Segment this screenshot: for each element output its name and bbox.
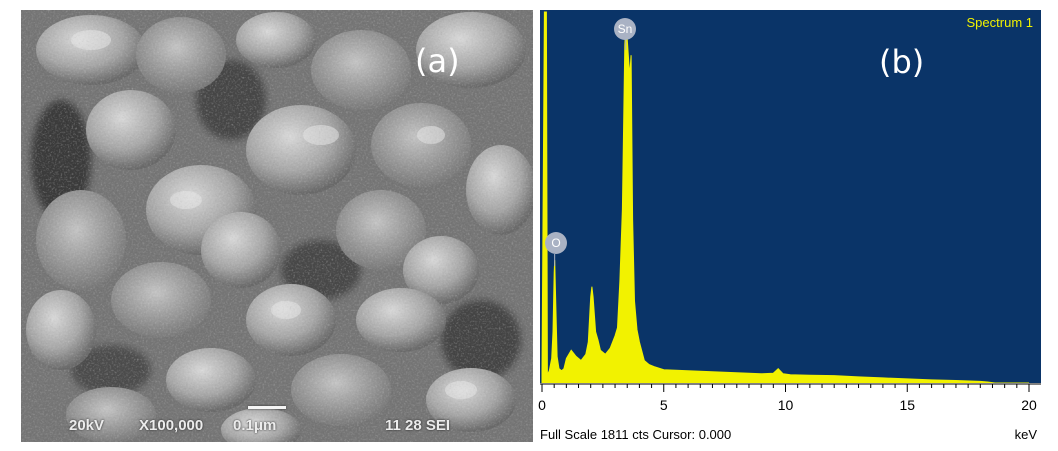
spectrum-footer: Full Scale 1811 cts Cursor: 0.000 [540,427,732,442]
magnification: X100,000 [139,417,204,434]
scale-bar [248,406,286,409]
sem-micrograph-panel: (a) 20kV X100,000 0.1μm 11 28 SEI [21,10,533,442]
x-axis-ticks [540,383,1041,392]
x-tick-label: 0 [538,397,546,413]
x-tick-label: 10 [777,397,794,413]
x-axis: 0 5 10 15 20 [538,383,1041,443]
x-tick-label: 20 [1021,397,1037,413]
spectrum-series-area [541,11,1029,383]
sem-image [21,10,533,442]
spectrum-plot-area: Spectrum 1 (b) Sn O [540,10,1041,383]
spectrum-chart [541,11,1029,383]
x-tick-label: 5 [659,397,668,413]
accelerating-voltage: 20kV [69,417,105,434]
panel-label-a: (a) [415,42,460,80]
x-axis-unit: keV [1014,427,1037,442]
x-tick-label: 15 [899,397,916,413]
scale-bar-label: 0.1μm [233,417,277,434]
image-code: 11 28 SEI [385,417,451,434]
eds-spectrum-panel: Spectrum 1 (b) Sn O 0 5 10 15 20 Full Scale … [538,10,1041,443]
peak-marker-sn: Sn [614,18,636,40]
panel-label-b: (b) [879,43,925,81]
peak-marker-o: O [545,232,567,254]
spectrum-title: Spectrum 1 [966,15,1033,30]
